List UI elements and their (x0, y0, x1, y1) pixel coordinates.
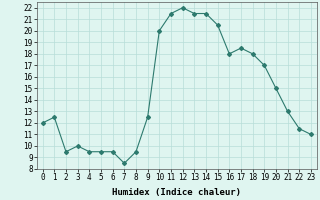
X-axis label: Humidex (Indice chaleur): Humidex (Indice chaleur) (112, 188, 241, 197)
